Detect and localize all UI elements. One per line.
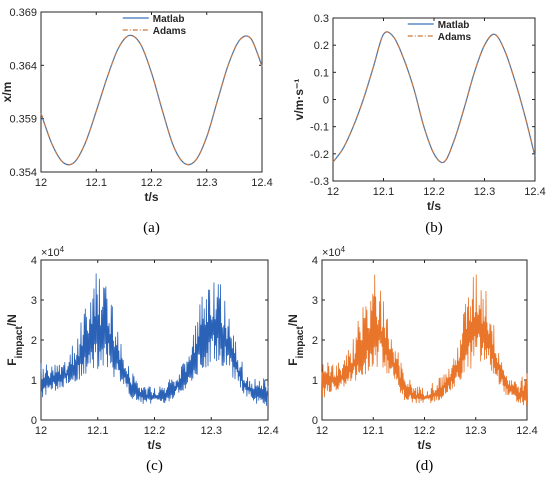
panel-d: 12 12.1 12.2 12.3 12.401234t/sFimpact/N×104(… [286,245,538,475]
series-line [321,274,528,406]
y-axis-label-unit: /N [5,314,19,326]
y-tick-label: -0.2 [310,149,329,161]
panel-caption: (d) [416,458,434,474]
y-axis-label-main: F [286,358,300,365]
axis-exponent-label: ×104 [41,245,65,260]
axis-exponent-base: ×10 [322,247,341,259]
y-tick-label: 1 [31,375,37,387]
axis-exponent-power: 4 [60,245,65,254]
legend-label: Adams [438,32,472,43]
x-tick-label: 12 [316,425,328,437]
series-line-matlab [332,31,536,164]
panel-caption: (c) [146,458,163,474]
y-tick-label: 2 [312,335,318,347]
x-tick-label: 12.4 [251,177,272,189]
x-tick-label: 12.4 [257,425,278,437]
y-axis-label: Fimpact/N [286,314,306,366]
y-tick-label: 2 [31,335,37,347]
x-axis-label: t/s [147,438,161,452]
x-tick-label: 12.1 [86,177,107,189]
x-tick-label: 12.3 [474,186,495,198]
y-tick-label: -0.1 [310,122,329,134]
x-tick-label: 12.3 [201,425,222,437]
x-tick-label: 12.1 [87,425,108,437]
x-tick-label: 12.4 [516,425,537,437]
y-axis-label-main: F [5,358,19,365]
x-tick-label: 12.1 [373,186,394,198]
series-line-adams [332,31,536,164]
y-tick-label: 0 [312,415,318,427]
axis-exponent-power: 4 [341,245,346,254]
x-tick-label: 12 [327,186,339,198]
x-axis-label: t/s [417,438,431,452]
y-axis-label: Fimpact/N [5,314,25,366]
plot-frame [321,259,528,421]
y-tick-label: 0 [31,415,37,427]
series-line-adams [40,34,263,166]
panel-c: 12 12.1 12.2 12.3 12.401234t/sFimpact/N×104(… [5,245,279,475]
legend-label: Matlab [438,20,470,31]
series-line [40,273,269,406]
x-axis-label: t/s [427,199,441,213]
x-tick-label: 12.4 [524,186,545,198]
panel-caption: (a) [143,220,160,236]
x-tick-label: 12 [35,425,47,437]
y-axis-label-subscript: impact [295,326,306,359]
x-tick-label: 12.2 [414,425,435,437]
x-tick-label: 12.1 [363,425,384,437]
y-tick-label: 0.369 [9,7,37,19]
y-tick-label: 0.364 [9,60,37,72]
y-tick-label: 0.2 [314,40,329,52]
y-tick-label: 3 [31,295,37,307]
legend-label: Adams [153,26,187,37]
y-tick-label: 0.354 [9,167,37,179]
x-tick-label: 12 [35,177,47,189]
panel-b: 12 12.1 12.2 12.3 12.4 -0.3 -0.2 -0.1 0 0.1 0.2 0.3… [292,13,546,236]
y-axis-label: v/m·s⁻¹ [292,79,306,121]
x-axis-label: t/s [144,190,158,204]
x-tick-label: 12.2 [141,177,162,189]
y-tick-label: 0.1 [314,67,329,79]
y-tick-label: 1 [312,375,318,387]
y-tick-label: 4 [312,255,318,267]
x-tick-label: 12.3 [465,425,486,437]
x-tick-label: 12.2 [144,425,165,437]
y-tick-label: 0 [323,95,329,107]
y-tick-label: 3 [312,295,318,307]
y-axis-label: x/m [0,82,14,103]
legend-label: Matlab [153,14,185,25]
y-tick-label: -0.3 [310,176,329,188]
y-tick-label: 0.3 [314,13,329,25]
y-axis-label-unit: /N [286,314,300,326]
plot-frame [40,11,263,173]
y-tick-label: 4 [31,255,37,267]
x-tick-label: 12.2 [423,186,444,198]
x-tick-label: 12.3 [196,177,217,189]
axis-exponent-label: ×104 [322,245,346,260]
panel-caption: (b) [425,220,443,236]
y-axis-label-subscript: impact [14,326,25,359]
panel-a: 12 12.1 12.2 12.3 12.4 0.354 0.359 0.364 0.369 t/… [0,7,273,236]
y-tick-label: 0.359 [9,114,37,126]
axis-exponent-base: ×10 [41,247,60,259]
series-line-matlab [40,34,263,166]
